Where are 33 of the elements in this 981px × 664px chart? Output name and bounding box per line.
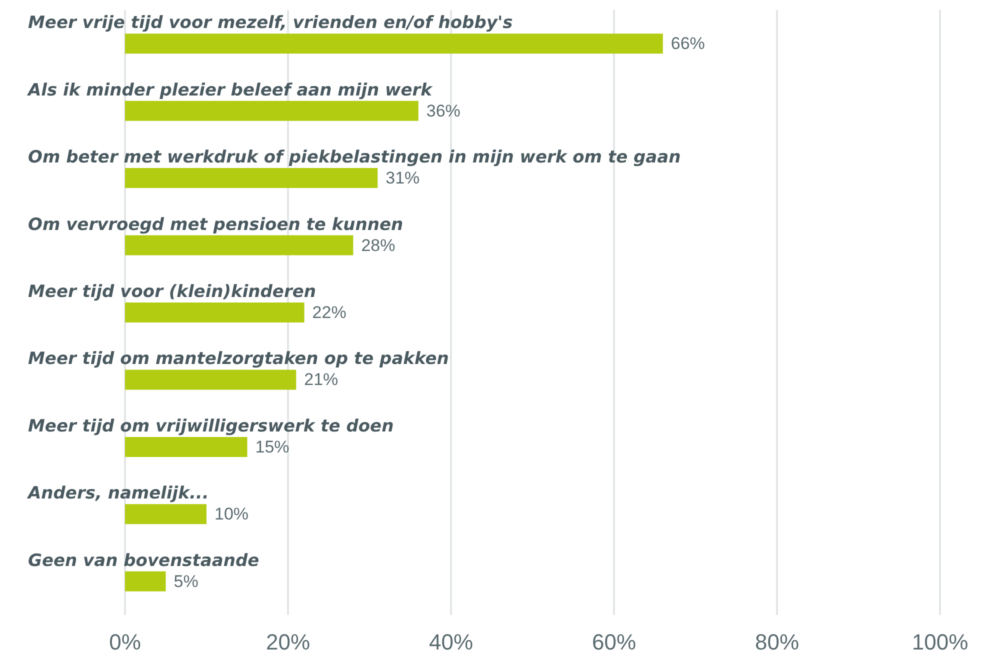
x-tick-label: 80% (754, 630, 800, 654)
bar (125, 436, 248, 457)
data-label: 15% (255, 437, 290, 456)
y-tick-label: Meer tijd voor (klein)kinderen (28, 282, 316, 302)
data-label: 31% (386, 168, 420, 188)
bar (125, 571, 166, 592)
y-tick-label: Meer tijd om mantelzorgtaken op te pakken (28, 349, 449, 370)
bar (125, 235, 354, 256)
bar (125, 504, 206, 524)
data-label: 36% (426, 101, 460, 120)
x-tick-label: 60% (592, 630, 636, 654)
y-tick-label: Anders, namelijk... (26, 484, 209, 504)
data-label: 5% (174, 572, 198, 591)
data-label: 22% (312, 303, 346, 322)
data-label: 21% (304, 370, 338, 390)
x-tick-label: 40% (428, 630, 474, 654)
y-tick-label: Meer tijd om vrijwilligerswerk te doen (28, 416, 394, 436)
x-tick-label: 100% (912, 630, 968, 654)
bar (125, 370, 296, 390)
y-tick-label: Als ik minder plezier beleef aan mijn werk (26, 80, 434, 100)
data-label: 66% (670, 34, 705, 54)
x-tick-label: 20% (266, 630, 310, 654)
bar (125, 34, 663, 54)
y-tick-label: Geen van bovenstaande (28, 550, 260, 571)
y-tick-label: Om beter met werkdruk of piekbelastingen in mijn werk om te gaan (28, 148, 681, 168)
y-tick-label: Om vervroegd met pensioen te kunnen (28, 214, 404, 235)
x-tick-label: 0% (109, 630, 141, 654)
bar (125, 302, 304, 322)
y-tick-label: Meer vrije tijd voor mezelf, vrienden en/of hobby's (28, 13, 513, 34)
bar (125, 168, 378, 188)
data-label: 10% (214, 504, 249, 524)
bar (125, 100, 418, 121)
data-label: 28% (361, 236, 396, 255)
